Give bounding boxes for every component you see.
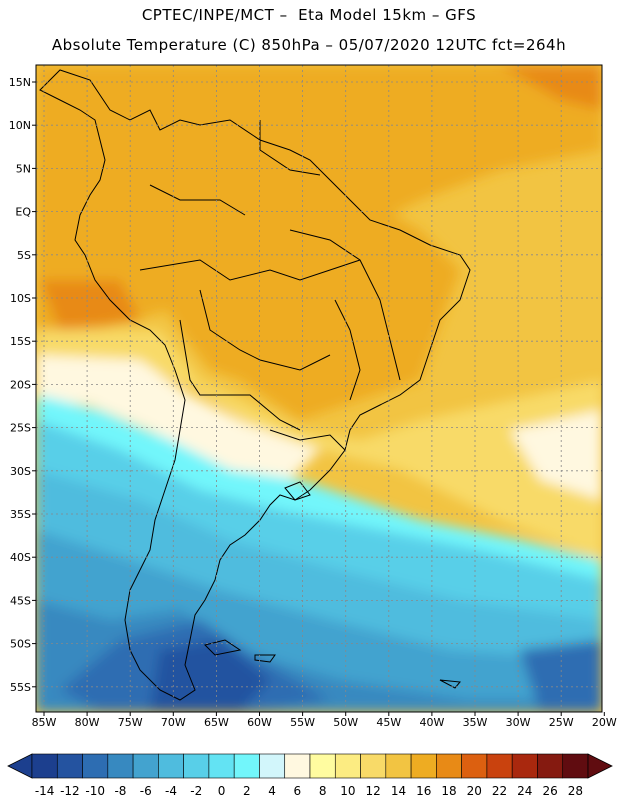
colorbar-swatch [208,753,235,779]
colorbar-swatch [461,753,488,779]
colorbar-label: -4 [165,784,177,798]
colorbar-label: 16 [416,784,431,798]
colorbar-label: -14 [35,784,55,798]
map-frame [35,64,603,713]
colorbar-label: 28 [568,784,583,798]
lat-label: 50S [10,638,31,651]
colorbar-label: -12 [60,784,80,798]
colorbar-swatch [385,753,412,779]
map-title: CPTEC/INPE/MCT – Eta Model 15km – GFS [141,6,477,24]
colorbar-labels: -14 -12 -10 -8 -6 -4 -2 0 2 4 6 8 10 12 14 16 18 20 22 24 26… [35,784,583,798]
lat-label: 30S [10,465,31,478]
colorbar-label: 8 [319,784,327,798]
colorbar-swatch [537,753,564,779]
lon-label: 70W [161,716,186,729]
lat-label: 25S [10,422,31,435]
lat-label: 55S [10,681,31,694]
colorbar-arrow-high [587,753,613,779]
graticule [36,65,602,712]
colorbar [7,753,613,779]
colorbar-arrow-low [7,753,33,779]
lon-label: 65W [204,716,229,729]
colorbar-swatch [436,753,462,779]
colorbar-label: 20 [467,784,482,798]
lat-label: 10S [10,292,31,305]
colorbar-swatch [562,753,589,779]
lat-label: 15S [10,335,31,348]
colorbar-label: 24 [517,784,532,798]
colorbar-swatch [410,753,437,779]
colorbar-label: 14 [391,784,406,798]
colorbar-swatch [132,753,159,779]
colorbar-swatch [360,753,387,779]
lon-label: 20W [592,716,617,729]
lat-label: 40S [10,551,31,564]
lon-label: 75W [118,716,143,729]
lon-label: 60W [247,716,272,729]
lon-label: 40W [419,716,444,729]
lon-label: 25W [549,716,574,729]
colorbar-swatch [107,753,134,779]
colorbar-swatch [259,753,286,779]
colorbar-swatch [284,753,311,779]
colorbar-label: -8 [114,784,126,798]
lon-label: 85W [32,716,57,729]
lon-label: 80W [75,716,100,729]
colorbar-swatch [31,753,58,779]
colorbar-swatch [511,753,538,779]
lat-label: EQ [15,206,31,219]
temperature-field [36,65,602,712]
colorbar-swatch [158,753,184,779]
lat-label: 5N [16,162,31,175]
lat-label: 15N [9,76,31,89]
colorbar-swatch [334,753,361,779]
lat-label: 5S [17,249,31,262]
colorbar-swatch [233,753,260,779]
colorbar-label: -2 [190,784,202,798]
coastlines [39,69,471,701]
lat-label: 20S [10,378,31,391]
colorbar-label: 10 [340,784,355,798]
longitude-labels: 85W 80W 75W 70W 65W 60W 55W 50W 45W 40W 35W 30W 25W 2… [32,712,617,729]
colorbar-label: -6 [140,784,152,798]
colorbar-label: 26 [542,784,557,798]
colorbar-swatch [82,753,109,779]
lon-label: 55W [290,716,315,729]
colorbar-label: 4 [268,784,276,798]
lon-label: 35W [463,716,488,729]
lat-label: 35S [10,508,31,521]
colorbar-label: 22 [492,784,507,798]
colorbar-label: 6 [294,784,302,798]
map-subtitle: Absolute Temperature (C) 850hPa – 05/07/… [51,36,567,54]
lat-label: 45S [10,594,31,607]
lat-label: 10N [9,119,31,132]
colorbar-swatch [486,753,513,779]
lon-label: 30W [506,716,531,729]
colorbar-swatch [183,753,210,779]
colorbar-swatch [309,753,336,779]
lon-label: 45W [376,716,401,729]
colorbar-label: 2 [243,784,251,798]
latitude-labels: 15N 10N 5N EQ 5S 10S 15S 20S 25S 30S 35S 40S 45S 50S 5… [9,76,36,694]
lon-label: 50W [333,716,358,729]
colorbar-label: 0 [218,784,226,798]
colorbar-label: -10 [85,784,105,798]
colorbar-label: 12 [366,784,381,798]
colorbar-swatch [56,753,83,779]
colorbar-label: 18 [441,784,456,798]
